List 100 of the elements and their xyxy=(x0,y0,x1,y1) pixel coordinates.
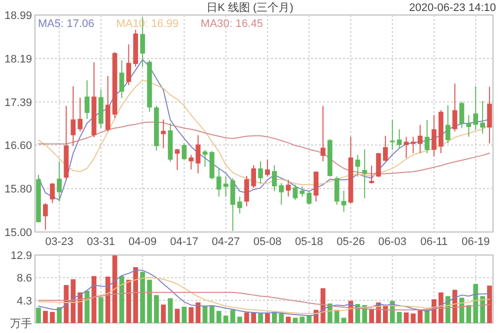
bar xyxy=(286,316,291,323)
candlestick xyxy=(466,114,472,138)
candlestick xyxy=(452,83,458,132)
bar xyxy=(320,288,326,323)
bar xyxy=(70,279,76,323)
bar xyxy=(265,314,270,323)
y-tick-label: 17.39 xyxy=(4,97,32,110)
candlestick xyxy=(432,114,436,157)
chart-title: 日K 线图 (三个月) xyxy=(206,1,294,14)
candlestick xyxy=(182,142,187,160)
y-tick-label: 18.19 xyxy=(4,54,32,66)
candlestick xyxy=(119,60,124,99)
candlestick xyxy=(341,190,346,212)
candlestick xyxy=(216,168,222,198)
text: MA30: 16.45 xyxy=(200,18,264,30)
bar xyxy=(196,302,201,323)
x-tick-label: 05-08 xyxy=(253,236,282,248)
candlestick xyxy=(355,154,360,178)
bar xyxy=(36,308,41,323)
bar xyxy=(216,310,222,323)
bar xyxy=(202,306,208,323)
y-tick-label: 18.99 xyxy=(4,10,32,22)
bar xyxy=(251,312,256,323)
candlestick xyxy=(383,135,388,162)
line-series xyxy=(38,270,490,316)
bar xyxy=(84,290,90,323)
bar xyxy=(168,298,173,323)
candlestick xyxy=(272,164,277,192)
candlestick xyxy=(369,165,374,184)
bar xyxy=(369,308,374,323)
bar xyxy=(92,276,96,323)
y-tick-label: 8.6 xyxy=(16,272,32,285)
bar xyxy=(410,314,416,323)
candlestick xyxy=(473,86,478,130)
bar xyxy=(140,272,145,323)
candlestick xyxy=(251,164,256,188)
y-tick-label: 4.3 xyxy=(16,295,32,308)
x-tick-label: 06-03 xyxy=(378,236,406,248)
bar xyxy=(258,314,263,323)
candlestick xyxy=(70,86,76,147)
bar xyxy=(341,318,346,323)
bar xyxy=(210,306,214,323)
candlestick xyxy=(188,154,194,170)
bar xyxy=(452,290,458,323)
candlestick xyxy=(306,190,312,206)
y-tick-label: 15.00 xyxy=(4,227,32,239)
bar xyxy=(188,307,194,323)
line-series xyxy=(38,277,490,314)
bar xyxy=(272,312,277,323)
candlestick xyxy=(292,184,298,200)
bar xyxy=(278,314,284,323)
bar xyxy=(418,310,423,323)
candlestick xyxy=(320,105,326,162)
candlestick xyxy=(376,152,381,178)
bar xyxy=(334,310,340,323)
x-tick-label: 04-09 xyxy=(128,236,157,248)
x-tick-label: 06-11 xyxy=(420,236,448,248)
candlestick xyxy=(78,97,83,132)
bar xyxy=(473,284,478,323)
candlestick xyxy=(244,175,250,207)
candlestick xyxy=(237,196,242,214)
candlestick xyxy=(404,136,409,159)
candlestick xyxy=(314,171,318,202)
candlestick xyxy=(334,176,340,206)
bar xyxy=(432,299,436,323)
candlestick xyxy=(202,149,208,168)
text: 2020-06-23 14:10 xyxy=(409,2,496,14)
bar xyxy=(404,312,409,323)
x-tick-label: 03-23 xyxy=(45,236,74,248)
bar xyxy=(396,312,402,323)
x-tick-label: 05-26 xyxy=(336,236,365,248)
bar xyxy=(223,316,228,323)
candlestick xyxy=(459,100,464,129)
bar xyxy=(237,316,242,323)
bar xyxy=(182,306,187,323)
candlestick xyxy=(196,134,201,174)
y-tick-label: 12.9 xyxy=(10,250,32,262)
bar xyxy=(487,286,492,323)
candlestick xyxy=(390,119,395,150)
candlestick xyxy=(418,124,423,154)
candlestick xyxy=(396,128,402,149)
bar xyxy=(300,316,305,323)
y-tick-label: 15.80 xyxy=(4,183,32,196)
y-tick-label: 16.60 xyxy=(4,140,32,152)
candlestick xyxy=(42,202,48,230)
candlestick xyxy=(223,176,228,198)
candlestick xyxy=(286,179,291,198)
candlestick xyxy=(300,186,305,198)
line-series xyxy=(38,122,490,174)
bar xyxy=(147,280,152,323)
candlestick xyxy=(126,44,132,86)
x-tick-label: 03-31 xyxy=(86,236,115,248)
bar xyxy=(105,276,110,323)
candlestick xyxy=(362,148,368,199)
y-tick-label: 万手 xyxy=(10,317,32,330)
text: MA5: 17.06 xyxy=(38,18,94,30)
bar xyxy=(292,318,298,323)
bar xyxy=(50,312,55,323)
x-tick-label: 04-17 xyxy=(170,236,198,248)
x-tick-label: 04-27 xyxy=(212,236,240,248)
